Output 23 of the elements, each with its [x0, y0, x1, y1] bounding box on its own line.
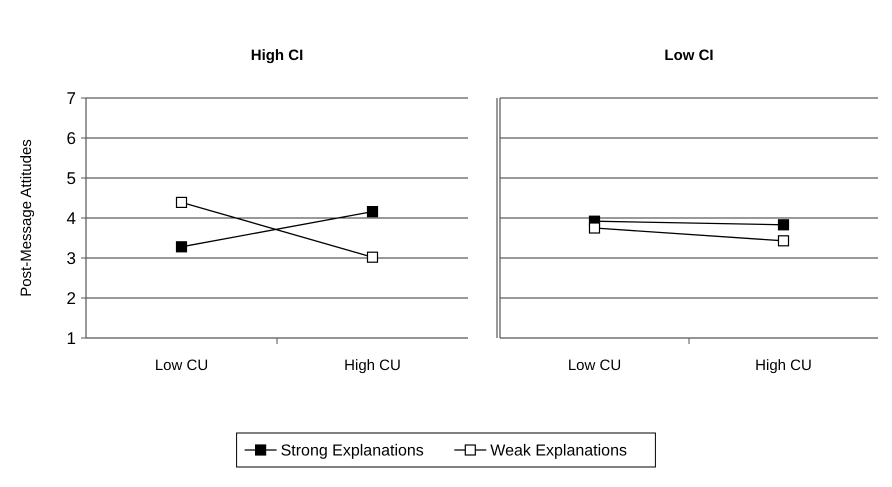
point	[588, 222, 600, 234]
x-tick-label: High CU	[755, 357, 812, 374]
x-tick-label: High CU	[344, 357, 401, 374]
legend-label: Strong Explanations	[280, 442, 424, 460]
point	[176, 196, 188, 208]
legend-label: Weak Explanations	[490, 442, 627, 460]
y-axis-title: Post-Message Attitudes	[18, 139, 35, 297]
point	[176, 241, 188, 252]
y-tick-label: 6	[66, 128, 76, 148]
chart-title: Low CI	[664, 47, 714, 64]
y-tick-label: 3	[66, 248, 76, 268]
y-tick-label: 4	[66, 208, 76, 228]
x-tick-label: Low CU	[154, 357, 208, 374]
point	[778, 235, 790, 246]
point	[778, 219, 790, 230]
y-tick-label: 1	[66, 328, 76, 348]
x-tick-label: Low CU	[568, 357, 622, 374]
chart-title: High CI	[250, 47, 304, 64]
point	[366, 206, 378, 218]
y-tick-label: 5	[66, 168, 76, 188]
y-tick-label: 2	[66, 288, 76, 308]
y-tick-label: 7	[66, 88, 76, 108]
point	[366, 252, 378, 263]
